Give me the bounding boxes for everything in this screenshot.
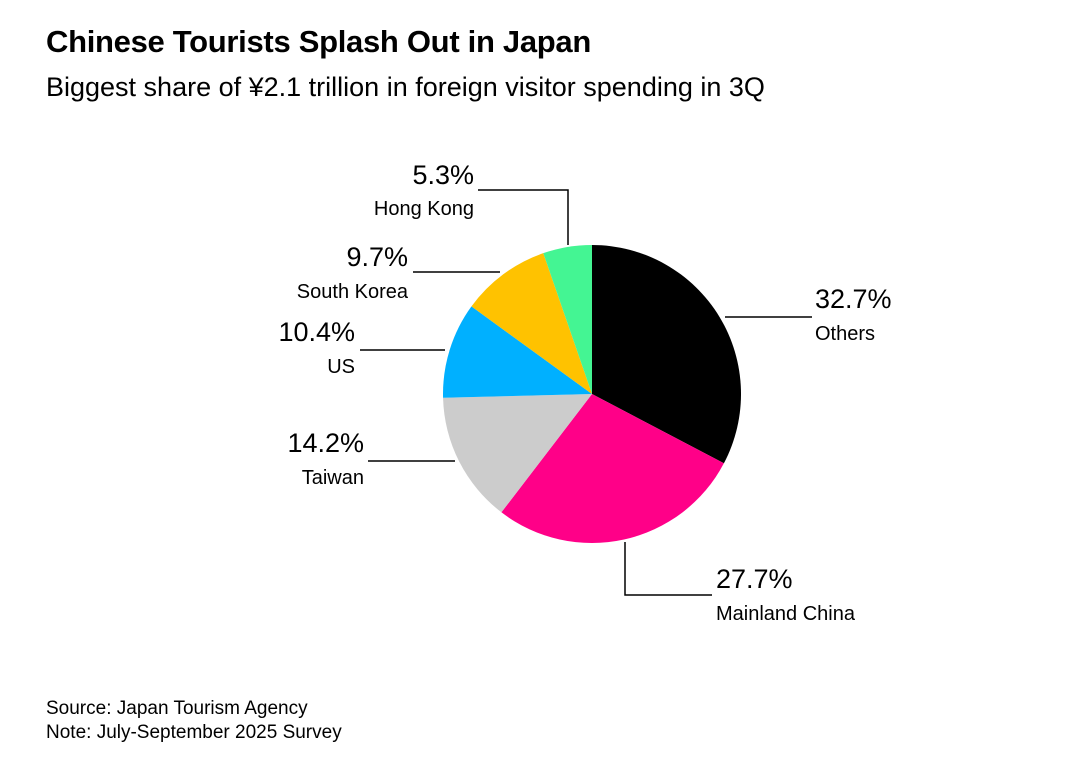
pie-slice-others [592, 245, 741, 464]
data-label-south-korea: 9.7% [346, 242, 408, 272]
source-note: Source: Japan Tourism Agency [46, 698, 308, 719]
category-label-south-korea: South Korea [297, 281, 409, 303]
leader-line-hong-kong [478, 189, 569, 245]
survey-note: Note: July-September 2025 Survey [46, 722, 342, 743]
pie-slice-taiwan [443, 394, 592, 513]
pie-slice-mainland-china [501, 394, 724, 543]
data-label-taiwan: 14.2% [287, 428, 364, 458]
pie-slice-us [443, 306, 592, 398]
data-label-us: 10.4% [278, 317, 355, 347]
data-label-others: 32.7% [815, 284, 892, 314]
category-label-taiwan: Taiwan [302, 467, 364, 489]
category-label-others: Others [815, 323, 875, 345]
pie-slice-hong-kong [543, 245, 592, 394]
data-label-mainland-china: 27.7% [716, 564, 793, 594]
category-label-mainland-china: Mainland China [716, 603, 856, 625]
chart-subtitle: Biggest share of ¥2.1 trillion in foreig… [46, 72, 765, 102]
leader-line-mainland-china [624, 542, 712, 596]
data-label-hong-kong: 5.3% [412, 160, 474, 190]
category-label-hong-kong: Hong Kong [374, 198, 474, 220]
category-label-us: US [327, 356, 355, 378]
chart-title: Chinese Tourists Splash Out in Japan [46, 24, 592, 59]
pie-slice-south-korea [471, 253, 592, 394]
